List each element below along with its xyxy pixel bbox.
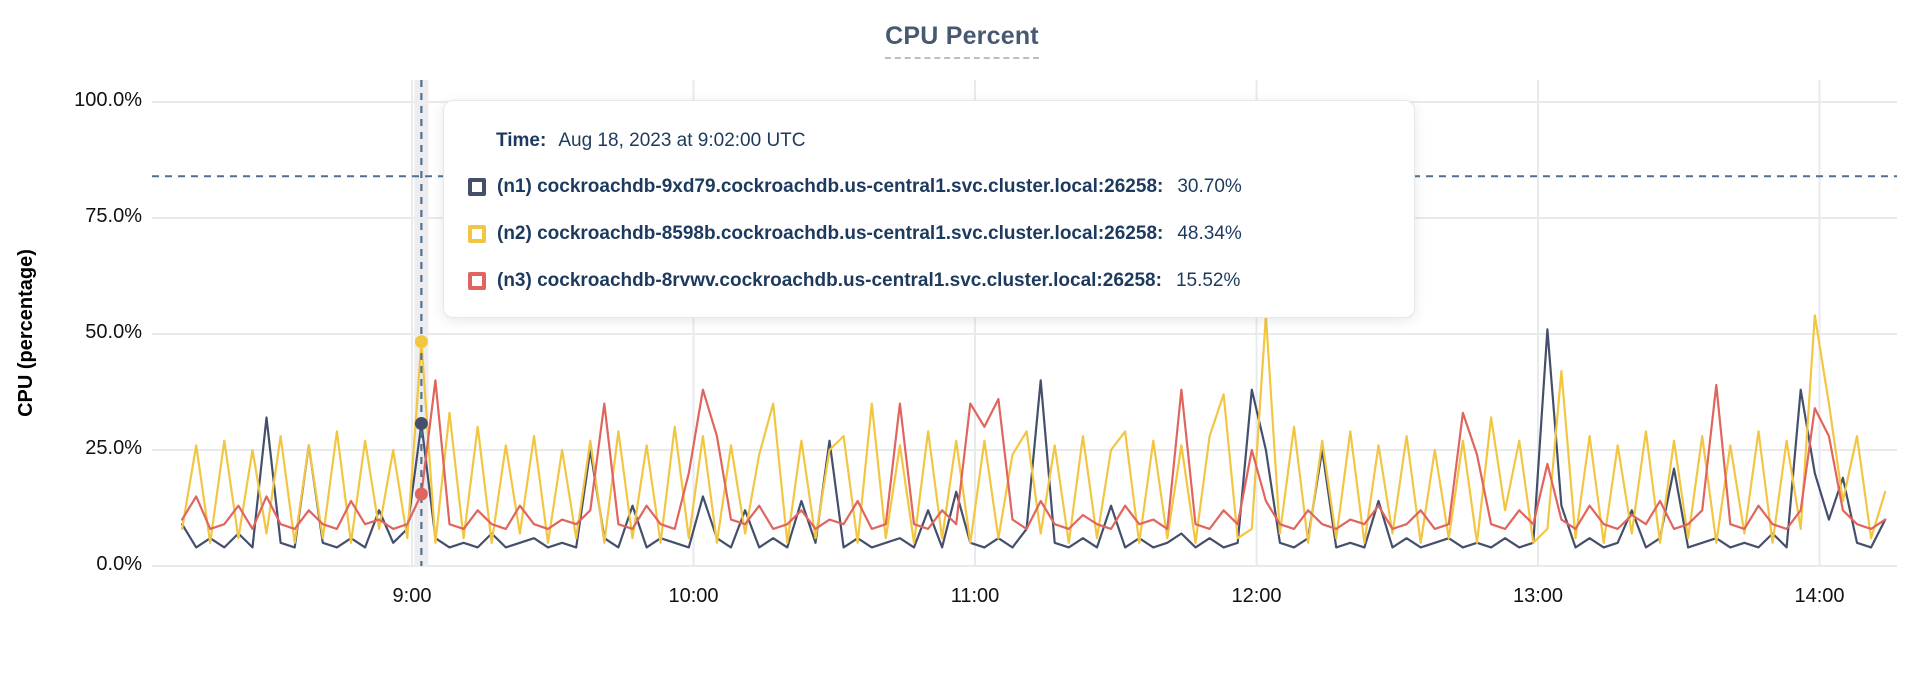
y-tick-label: 100.0% (74, 89, 142, 111)
chart-title: CPU Percent (885, 22, 1039, 59)
series-line-n1 (181, 328, 1887, 549)
x-tick-label: 12:00 (1231, 585, 1282, 607)
series-color-chip-icon (468, 272, 486, 290)
x-tick-label: 9:00 (392, 585, 432, 607)
y-tick-label: 50.0% (85, 321, 142, 343)
tooltip-series-list: (n1) cockroachdb-9xd79.cockroachdb.us-ce… (468, 175, 1390, 293)
tooltip-series-label: (n2) cockroachdb-8598b.cockroachdb.us-ce… (497, 223, 1164, 244)
series-line-n2 (181, 314, 1887, 544)
tooltip-series-value: 48.34% (1177, 223, 1242, 244)
y-tick-label: 25.0% (85, 437, 142, 459)
tooltip-series-label: (n1) cockroachdb-9xd79.cockroachdb.us-ce… (497, 176, 1164, 197)
marker-dot-n2 (414, 335, 428, 349)
tooltip-series-row: (n2) cockroachdb-8598b.cockroachdb.us-ce… (468, 222, 1390, 246)
x-tick-label: 14:00 (1794, 585, 1845, 607)
tooltip-series-row: (n1) cockroachdb-9xd79.cockroachdb.us-ce… (468, 175, 1390, 199)
tooltip-series-label: (n3) cockroachdb-8rvwv.cockroachdb.us-ce… (497, 270, 1162, 291)
y-tick-label: 75.0% (85, 205, 142, 227)
chart-tooltip: Time: Aug 18, 2023 at 9:02:00 UTC (n1) co… (443, 100, 1415, 318)
tooltip-series-row: (n3) cockroachdb-8rvwv.cockroachdb.us-ce… (468, 269, 1390, 293)
tooltip-series-value: 30.70% (1177, 176, 1242, 197)
x-tick-label: 10:00 (668, 585, 719, 607)
tooltip-series-value: 15.52% (1175, 270, 1241, 291)
tooltip-time-row: Time: Aug 18, 2023 at 9:02:00 UTC (496, 129, 1390, 153)
marker-dot-n3 (414, 487, 428, 501)
tooltip-time-label: Time: (496, 130, 547, 151)
series-line-n3 (181, 379, 1887, 531)
series-color-chip-icon (468, 178, 486, 196)
x-tick-label: 11:00 (950, 585, 1000, 607)
marker-dot-n1 (414, 417, 428, 431)
y-tick-label: 0.0% (96, 553, 142, 575)
chart-title-wrap: CPU Percent (0, 22, 1924, 59)
series-color-chip-icon (468, 225, 486, 243)
tooltip-time-value: Aug 18, 2023 at 9:02:00 UTC (558, 130, 806, 151)
x-tick-label: 13:00 (1512, 585, 1564, 607)
